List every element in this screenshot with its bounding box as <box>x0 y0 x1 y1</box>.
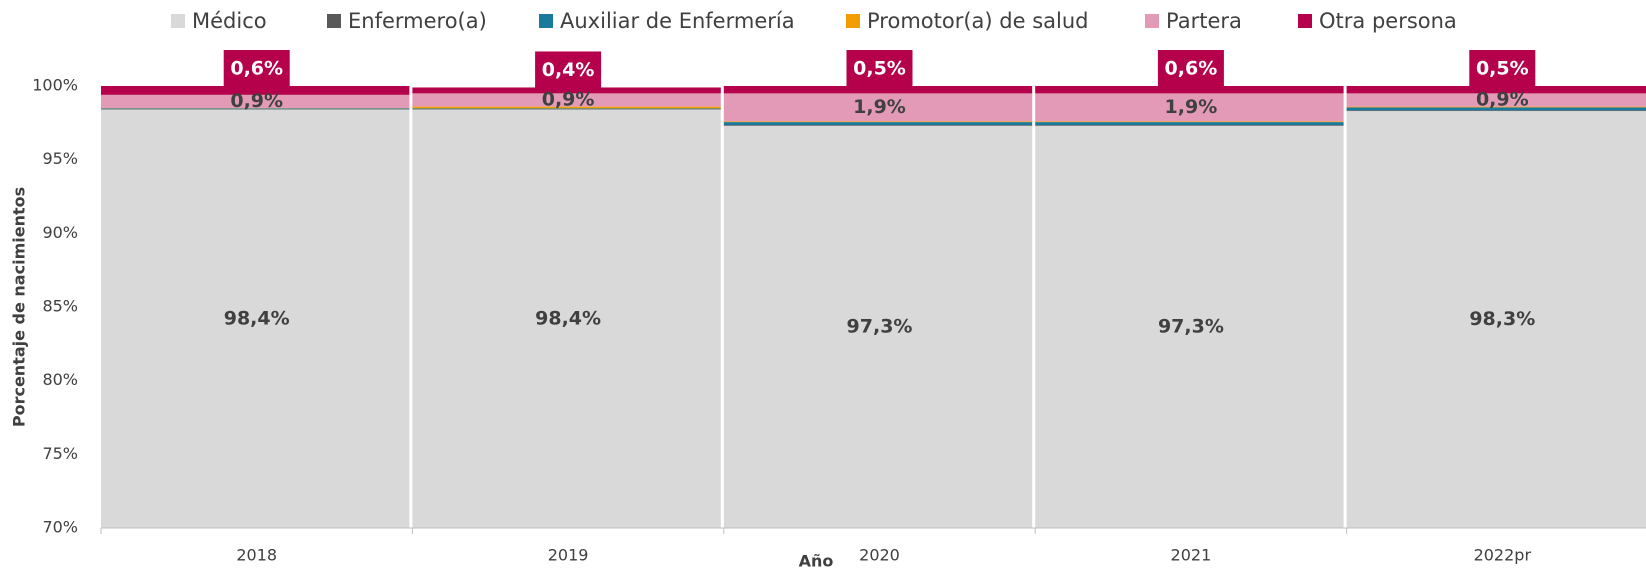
y-tick-label: 90% <box>42 223 78 242</box>
legend-label: Promotor(a) de salud <box>867 9 1088 33</box>
data-label: 1,9% <box>853 96 906 118</box>
bar-segment <box>1035 93 1344 122</box>
data-label: 0,9% <box>1476 88 1529 110</box>
bar-segment <box>1346 110 1646 112</box>
data-label: 0,6% <box>1165 58 1218 80</box>
bar-segment <box>1035 121 1344 123</box>
bar-segment <box>723 93 1033 122</box>
bar-segment <box>1346 107 1646 111</box>
data-label: 0,5% <box>853 58 906 80</box>
x-axis-title: Año <box>799 552 834 570</box>
bar-segment <box>723 125 1033 126</box>
bar-segment <box>723 125 1033 528</box>
y-tick-label: 85% <box>42 297 78 316</box>
legend-swatch <box>1145 14 1159 28</box>
bar-segment <box>412 106 721 109</box>
data-label: 0,4% <box>542 59 595 81</box>
bar-segment <box>412 87 721 94</box>
bar-segment <box>1035 122 1344 126</box>
bar-segment <box>101 108 410 110</box>
bar-segment <box>1346 93 1646 107</box>
x-tick-label: 2022pr <box>1474 546 1532 565</box>
bar-segment <box>723 86 1033 94</box>
data-label: 98,4% <box>535 307 601 329</box>
data-label: 98,3% <box>1469 308 1535 330</box>
data-label-box <box>223 50 290 88</box>
bar-segment <box>723 122 1033 126</box>
legend-label: Partera <box>1166 9 1242 33</box>
bar-segment <box>412 108 721 110</box>
y-tick-label: 100% <box>32 76 78 95</box>
x-tick-label: 2018 <box>236 546 277 565</box>
legend-swatch <box>539 14 553 28</box>
data-label: 0,9% <box>230 90 283 112</box>
data-label: 98,4% <box>224 307 290 329</box>
y-tick-label: 70% <box>42 518 78 537</box>
y-tick-label: 95% <box>42 149 78 168</box>
bar-segment <box>412 109 721 528</box>
data-label: 1,9% <box>1165 96 1218 118</box>
data-label: 0,6% <box>230 58 283 80</box>
bar-segment <box>1035 86 1344 94</box>
bar-segment <box>723 121 1033 123</box>
legend-swatch <box>327 14 341 28</box>
bar-segment <box>1035 125 1344 528</box>
bar-segment <box>1346 111 1646 529</box>
bar-segment <box>101 86 410 95</box>
data-label: 97,3% <box>847 315 913 337</box>
legend-label: Enfermero(a) <box>348 9 487 33</box>
bar-segment <box>1035 125 1344 126</box>
bar-segment <box>101 109 410 528</box>
data-label: 0,9% <box>542 88 595 110</box>
y-tick-label: 80% <box>42 370 78 389</box>
data-label-box <box>1469 50 1536 88</box>
legend-label: Médico <box>192 9 267 33</box>
bar-segment <box>101 94 410 109</box>
bar-segment <box>1346 86 1646 94</box>
legend-swatch <box>846 14 860 28</box>
bar-segment <box>412 93 721 107</box>
bar-segment <box>1346 106 1646 108</box>
data-label-box <box>1157 50 1224 88</box>
legend-swatch <box>1298 14 1312 28</box>
legend-label: Auxiliar de Enfermería <box>560 9 795 33</box>
y-axis-title: Porcentaje de nacimientos <box>10 187 29 427</box>
y-tick-label: 75% <box>42 444 78 463</box>
legend-swatch <box>171 14 185 28</box>
data-label-box <box>846 50 913 88</box>
data-label: 0,5% <box>1476 58 1529 80</box>
data-label-box <box>535 51 602 90</box>
legend-label: Otra persona <box>1319 9 1457 33</box>
data-label: 97,3% <box>1158 315 1224 337</box>
x-tick-label: 2020 <box>859 546 900 565</box>
x-tick-label: 2019 <box>548 546 589 565</box>
x-tick-label: 2021 <box>1171 546 1212 565</box>
